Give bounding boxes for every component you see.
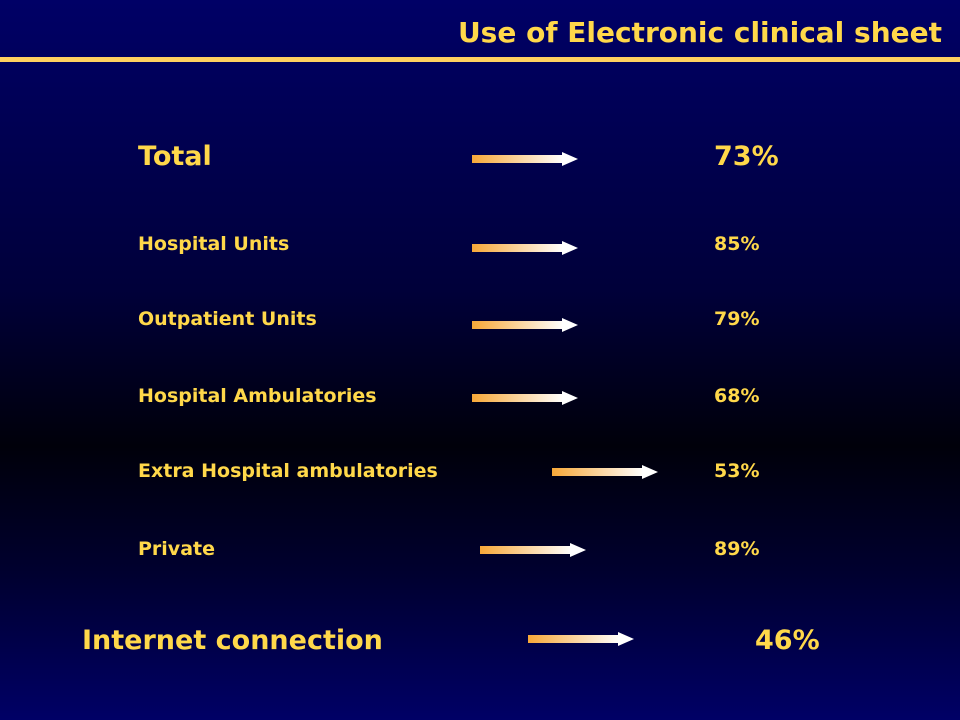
title-rule — [0, 57, 960, 62]
arrow — [528, 632, 634, 646]
row-value: 79% — [714, 308, 760, 330]
arrow — [472, 152, 578, 166]
row-value: 53% — [714, 460, 760, 482]
row-label: Hospital Ambulatories — [138, 385, 377, 407]
row-label: Total — [138, 141, 212, 172]
row-label: Extra Hospital ambulatories — [138, 460, 438, 482]
arrow — [472, 391, 578, 405]
row-label: Outpatient Units — [138, 308, 317, 330]
row-label: Private — [138, 538, 215, 560]
row-value: 73% — [714, 141, 779, 172]
internet-value: 46% — [755, 625, 820, 656]
row-value: 68% — [714, 385, 760, 407]
arrow — [472, 241, 578, 255]
row-value: 89% — [714, 538, 760, 560]
arrow — [472, 318, 578, 332]
arrow — [480, 543, 586, 557]
arrow — [552, 465, 658, 479]
title: Use of Electronic clinical sheet — [457, 16, 942, 49]
row-value: 85% — [714, 233, 760, 255]
row-label: Hospital Units — [138, 233, 290, 255]
internet-label: Internet connection — [82, 625, 383, 656]
